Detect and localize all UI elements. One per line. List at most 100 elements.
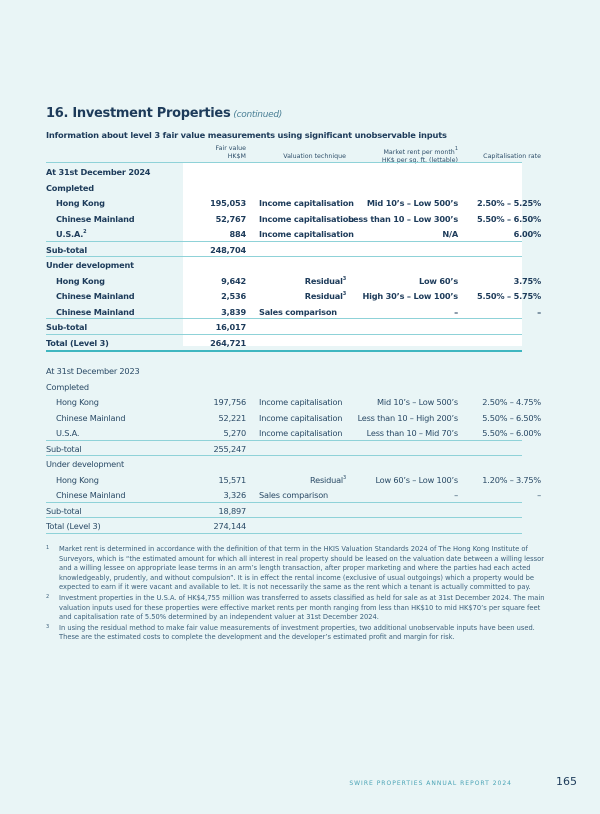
technique-text: Residual <box>304 275 343 286</box>
fair-value-cell: 52,767 <box>215 213 247 224</box>
table-row: Chinese Mainland 3,839 Sales comparison – – <box>46 304 541 319</box>
header-text: Fair value <box>215 145 246 152</box>
row-label: Sub-total <box>46 245 87 255</box>
row-label: Hong Kong <box>56 198 105 208</box>
row-label: Hong Kong <box>56 475 99 485</box>
market-rent-cell: N/A <box>442 229 458 239</box>
table-row: Total (Level 3) 274,144 <box>46 518 522 533</box>
row-label-text: U.S.A. <box>56 229 84 239</box>
row-label-text: Total (Level 3) <box>46 521 101 531</box>
technique-text: Income capitalisation <box>259 397 343 407</box>
row-label: At 31st December 2023 <box>46 366 140 376</box>
technique-cell: Income capitalisation <box>259 198 354 208</box>
header-text: HK$ per sq. ft. (lettable) <box>381 157 458 164</box>
market-rent-cell: Low 60’s – Low 100’s <box>375 474 458 485</box>
footnote-text: Investment properties in the U.S.A. of H… <box>59 593 545 622</box>
row-label-text: U.S.A. <box>56 428 80 438</box>
title-text: 16. Investment Properties <box>46 106 231 121</box>
footnote: 3 In using the residual method to make fa… <box>46 624 546 643</box>
row-label: Completed <box>46 382 89 392</box>
market-rent-cell: Mid 10’s – Low 500’s <box>377 397 458 407</box>
technique-cell: Residual3 <box>305 276 346 286</box>
table-row: Sub-total 255,247 <box>46 441 522 456</box>
header-text: Market rent per month <box>383 149 455 156</box>
market-rent-cell: – <box>454 490 458 500</box>
technique-cell: Income capitalisation <box>259 413 342 423</box>
row-label: Sub-total <box>46 505 82 516</box>
row-label-text: Chinese Mainland <box>56 291 135 301</box>
technique-cell: Sales comparison <box>259 490 328 500</box>
fair-value-cell: 9,642 <box>221 275 246 286</box>
fair-value-cell: 264,721 <box>210 337 246 348</box>
row-label-text: Chinese Mainland <box>56 213 135 224</box>
table-row: Completed <box>46 379 522 394</box>
technique-text: Income capitalisation <box>259 428 343 438</box>
footnote-number: 3 <box>46 623 50 630</box>
table-row: U.S.A.2 884 Income capitalisation N/A 6.00% <box>46 226 541 241</box>
row-label: Hong Kong <box>56 397 99 407</box>
market-rent-cell: High 30’s – Low 100’s <box>362 291 458 301</box>
row-label: Chinese Mainland <box>56 291 135 301</box>
table-row: Chinese Mainland 52,767 Income capitalisat… <box>46 211 541 226</box>
table-row: Total (Level 3) 264,721 <box>46 335 522 350</box>
technique-cell: Sales comparison <box>259 307 337 317</box>
market-rent-cell: Less than 10 – Mid 70’s <box>366 428 459 438</box>
cap-rate-cell: – <box>537 490 541 500</box>
current-year-highlight <box>183 163 522 346</box>
fair-value-cell: 255,247 <box>213 443 247 454</box>
table-row: Chinese Mainland 52,221 Income capitalisat… <box>46 410 541 425</box>
footnote-ref: 3 <box>343 474 346 481</box>
cap-rate-cell: 6.00% <box>513 229 542 239</box>
fair-value-cell: 3,326 <box>223 490 247 500</box>
market-rent-cell: Less than 10 – High 200’s <box>357 412 459 423</box>
footnote-ref: 3 <box>342 275 347 282</box>
total-divider <box>46 533 522 534</box>
cap-rate-cell: 2.50% – 5.25% <box>476 198 541 208</box>
footnote-ref: 1 <box>454 146 458 152</box>
table-row: Under development <box>46 456 522 471</box>
row-label-text: Sub-total <box>46 322 87 332</box>
report-name: SWIRE PROPERTIES ANNUAL REPORT 2024 <box>349 780 512 787</box>
cap-rate-cell: 1.20% – 3.75% <box>482 474 541 485</box>
table-row: At 31st December 2024 <box>46 164 522 179</box>
technique-cell: Income capitalisation <box>259 428 342 438</box>
market-rent-cell: – <box>454 306 458 317</box>
row-label: Chinese Mainland <box>56 490 126 500</box>
technique-cell: Residual3 <box>305 291 346 301</box>
cap-rate-cell: – <box>537 306 541 317</box>
table-subtitle: Information about level 3 fair value mea… <box>46 130 447 140</box>
title-suffix: (continued) <box>233 110 282 120</box>
row-label-text: Sub-total <box>46 505 82 516</box>
fair-value-cell: 2,536 <box>221 291 246 301</box>
technique-cell: Income capitalisation <box>259 214 354 224</box>
row-label: Under development <box>46 260 134 270</box>
technique-text: Income capitalisation <box>259 198 354 208</box>
footnote: 1 Market rent is determined in accordance… <box>46 545 546 593</box>
header-cap-rate: Capitalisation rate <box>483 153 541 160</box>
fair-value-cell: 5,270 <box>223 428 247 438</box>
cap-rate-cell: 5.50% – 6.50% <box>482 412 541 423</box>
row-label: U.S.A.2 <box>56 229 87 239</box>
footnotes: 1 Market rent is determined in accordance… <box>46 545 546 644</box>
market-rent-cell: Low 60’s <box>418 275 458 286</box>
fair-value-cell: 52,221 <box>218 412 247 423</box>
footnote-ref: 3 <box>342 291 347 297</box>
table-row: Under development <box>46 257 522 272</box>
market-rent-cell: Less than 10 – Low 300’s <box>347 213 458 224</box>
footnote: 2 Investment properties in the U.S.A. of … <box>46 594 546 623</box>
footnote-number: 1 <box>46 545 50 551</box>
row-label-text: Hong Kong <box>56 275 105 286</box>
row-label-text: Sub-total <box>46 443 82 454</box>
total-divider <box>46 349 522 352</box>
cap-rate-cell: 3.75% <box>513 275 542 286</box>
page-number: 165 <box>556 775 577 788</box>
table-row: Sub-total 18,897 <box>46 503 522 518</box>
row-label: Completed <box>46 183 94 193</box>
table-row: Sub-total 248,704 <box>46 242 522 257</box>
section-title: 16. Investment Properties (continued) <box>46 106 282 121</box>
row-label-text: Hong Kong <box>56 474 99 485</box>
header-divider <box>46 162 522 163</box>
row-label: Sub-total <box>46 443 82 454</box>
row-label: Total (Level 3) <box>46 338 109 348</box>
row-label-text: Chinese Mainland <box>56 306 135 317</box>
